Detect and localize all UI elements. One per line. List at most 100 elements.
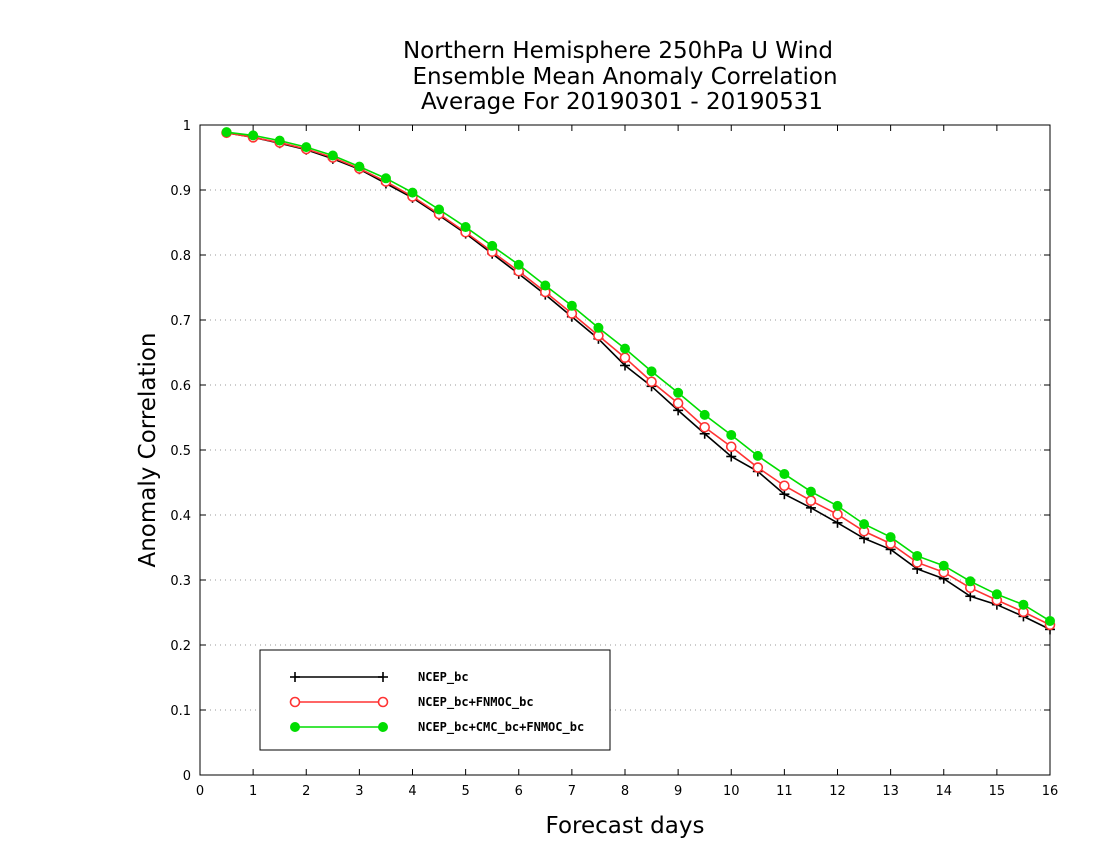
y-tick-label: 0.5 [170,444,191,459]
x-tick-label: 13 [882,784,899,799]
legend-label: NCEP_bc+FNMOC_bc [418,695,534,710]
series-point [487,240,498,251]
y-tick-label: 0.3 [170,574,191,589]
series-point [938,560,949,571]
x-tick-label: 9 [674,784,682,799]
y-tick-label: 0.9 [170,184,191,199]
x-tick-label: 0 [196,784,204,799]
series-layer [221,127,1056,635]
legend-marker [289,696,301,708]
series-point [885,532,896,543]
legend-marker [378,672,388,682]
x-tick-label: 6 [515,784,523,799]
legend-marker [290,722,300,732]
legend-label: NCEP_bc [418,670,469,685]
y-tick-label: 0.8 [170,249,191,264]
series-point [274,135,285,146]
x-tick-label: 3 [355,784,363,799]
legend-marker [378,722,388,732]
y-tick-label: 1 [183,119,191,134]
series-line [226,132,1051,631]
series-point [991,589,1002,600]
series-point [779,469,790,480]
legend-marker [377,696,389,708]
series-point [832,500,843,511]
axis-ticks: 00.10.20.30.40.50.60.70.80.910 1 2 3 4 5 6 7 8 9 1… [170,119,1058,799]
series-point [699,421,710,433]
series-point [726,451,737,462]
series-point [725,441,737,453]
series-point [540,280,551,291]
series-point [566,300,577,311]
x-tick-label: 14 [935,784,952,799]
series-point [752,462,764,473]
series-point [248,130,259,141]
title-line-1: Northern Hemisphere 250hPa U Wind [403,38,833,64]
series-point [593,322,604,333]
series-point [354,161,365,172]
y-tick-label: 0.6 [170,379,191,394]
series-point [752,450,763,461]
legend: NCEP_bc NCEP_bc+FNMOC_bc NCEP_bc+CMC_bc+FN… [259,649,611,751]
x-tick-label: 1 [249,784,257,799]
series-point [513,259,524,270]
series-point [619,352,631,364]
series-3 [221,127,1055,626]
title-line-3: Average For 20190301 - 20190531 [421,89,823,115]
y-tick-label: 0.7 [170,314,191,329]
x-tick-label: 15 [989,784,1006,799]
x-tick-label: 12 [829,784,846,799]
series-line [226,132,1051,626]
series-point [672,397,684,409]
series-point [434,204,445,215]
legend-entry: NCEP_bc+CMC_bc+FNMOC_bc [290,720,584,735]
y-tick-label: 0 [183,769,191,784]
series-point [673,387,684,398]
y-axis-label: Anomaly Correlation [135,332,161,567]
series-point [646,376,657,388]
legend-box [259,649,611,751]
series-1 [221,127,1055,635]
x-tick-label: 2 [302,784,310,799]
grid-lines [200,189,1050,711]
series-point [726,430,737,441]
y-tick-label: 0.2 [170,639,191,654]
legend-marker [290,672,300,682]
series-2 [221,127,1056,631]
series-point [699,409,710,420]
legend-label: NCEP_bc+CMC_bc+FNMOC_bc [418,720,584,735]
x-tick-label: 7 [568,784,576,799]
x-tick-label: 10 [723,784,740,799]
series-point [1045,615,1055,626]
series-point [805,486,816,497]
x-tick-label: 4 [408,784,416,799]
series-point [380,173,391,184]
y-tick-label: 0.1 [170,704,191,719]
series-point [859,519,870,530]
x-tick-label: 16 [1042,784,1059,799]
legend-entry: NCEP_bc+FNMOC_bc [289,695,534,710]
series-point [832,509,843,520]
series-point [805,495,817,507]
legend-entry: NCEP_bc [290,670,469,685]
series-point [965,576,976,587]
series-point [327,150,338,161]
x-tick-label: 8 [621,784,629,799]
y-tick-label: 0.4 [170,509,191,524]
series-point [1018,599,1029,610]
series-point [301,142,312,153]
series-point [460,222,471,233]
series-point [912,550,923,561]
x-tick-label: 11 [776,784,793,799]
legend-entries: NCEP_bc NCEP_bc+FNMOC_bc NCEP_bc+CMC_bc+FN… [289,670,584,735]
series-point [407,187,418,198]
series-point [620,343,630,354]
x-axis-label: Forecast days [546,813,705,839]
series-point [646,366,657,377]
series-point [779,480,790,492]
series-point [221,127,232,138]
title-line-2: Ensemble Mean Anomaly Correlation [412,64,837,90]
chart-title: Northern Hemisphere 250hPa U Wind Ensemb… [403,38,838,115]
x-tick-label: 5 [461,784,469,799]
